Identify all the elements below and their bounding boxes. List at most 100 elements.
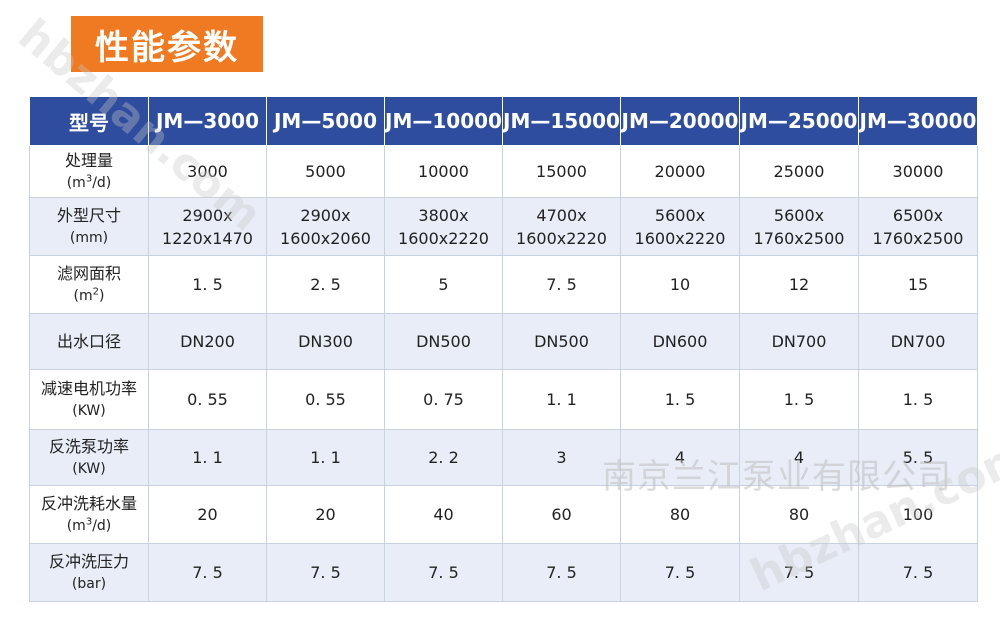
table-cell: 1. 1	[502, 369, 621, 430]
table-cell: 2. 5	[266, 255, 385, 314]
row-unit-text: (KW)	[72, 460, 106, 477]
table-cell: 1. 5	[148, 255, 267, 314]
table-cell: 1. 5	[739, 369, 859, 430]
row-label: 反冲洗压力 (bar)	[29, 543, 149, 602]
table-cell: 5600x 1600x2220	[620, 197, 740, 256]
table-cell: 15	[858, 255, 978, 314]
table-cell: 5. 5	[858, 429, 978, 486]
cell-line: 4700x	[536, 205, 587, 225]
table-cell: 10000	[384, 145, 503, 198]
header-model: JM—30000	[858, 96, 978, 146]
table-cell: 80	[739, 485, 859, 544]
table-cell: 60	[502, 485, 621, 544]
header-model: JM—15000	[502, 96, 621, 146]
table-cell: 7. 5	[266, 543, 385, 602]
row-unit-text: (bar)	[71, 575, 107, 592]
table-cell: 1. 1	[266, 429, 385, 486]
row-label: 处理量 (m3/d)	[29, 145, 149, 198]
table-cell: 7. 5	[148, 543, 267, 602]
spec-table: 型号 JM—3000 JM—5000 JM—10000 JM—15000 JM—2000…	[29, 96, 978, 602]
row-unit: (mm)	[31, 227, 148, 250]
table-cell: 2900x 1600x2060	[266, 197, 385, 256]
table-row: 外型尺寸 (mm) 2900x 1220x1470 2900x 1600x2060 3800…	[29, 197, 978, 256]
table-cell: 3	[502, 429, 621, 486]
table-cell: 1. 5	[620, 369, 740, 430]
header-model: JM—10000	[384, 96, 503, 146]
header-model: JM—25000	[739, 96, 859, 146]
table-row: 处理量 (m3/d) 3000 5000 10000 15000 20000 25000 300…	[29, 145, 978, 198]
row-label: 滤网面积 (m2)	[29, 255, 149, 314]
table-cell: 7. 5	[502, 255, 621, 314]
table-cell: DN200	[148, 313, 267, 370]
row-label-text: 滤网面积	[56, 263, 121, 283]
table-cell: 0. 55	[148, 369, 267, 430]
table-row: 反洗泵功率 (KW) 1. 1 1. 1 2. 2 3 4 4 5. 5	[29, 429, 978, 486]
table-cell: 4	[620, 429, 740, 486]
table-cell: 0. 75	[384, 369, 503, 430]
table-cell: 30000	[858, 145, 978, 198]
table-cell: 2900x 1220x1470	[148, 197, 267, 256]
row-label: 反冲洗耗水量 (m3/d)	[29, 485, 149, 544]
table-cell: 1. 5	[858, 369, 978, 430]
table-cell: 0. 55	[266, 369, 385, 430]
row-unit: (bar)	[31, 573, 148, 596]
table-cell: 4	[739, 429, 859, 486]
table-cell: 7. 5	[858, 543, 978, 602]
table-header-row: 型号 JM—3000 JM—5000 JM—10000 JM—15000 JM—2000…	[29, 96, 978, 146]
row-label-text: 反冲洗压力	[48, 551, 129, 571]
table-cell: 5	[384, 255, 503, 314]
table-cell: 4700x 1600x2220	[502, 197, 621, 256]
table-cell: 20	[266, 485, 385, 544]
cell-line: 1600x2220	[634, 228, 726, 248]
row-label-text: 反洗泵功率	[48, 436, 129, 456]
table-cell: 7. 5	[384, 543, 503, 602]
row-unit-text: )	[99, 287, 105, 304]
row-unit-text: /d)	[92, 174, 112, 191]
table-row: 出水口径 DN200 DN300 DN500 DN500 DN600 DN700 DN700	[29, 313, 978, 370]
table-cell: DN500	[384, 313, 503, 370]
table-row: 滤网面积 (m2) 1. 5 2. 5 5 7. 5 10 12 15	[29, 255, 978, 314]
table-cell: 7. 5	[739, 543, 859, 602]
table-row: 反冲洗压力 (bar) 7. 5 7. 5 7. 5 7. 5 7. 5 7. 5 7. 5	[29, 543, 978, 602]
row-unit-exponent: 3	[85, 172, 93, 184]
table-cell: 3000	[148, 145, 267, 198]
row-label-text: 外型尺寸	[56, 205, 121, 225]
cell-line: 1760x2500	[872, 228, 964, 248]
table-cell: 80	[620, 485, 740, 544]
table-cell: DN600	[620, 313, 740, 370]
table-cell: DN300	[266, 313, 385, 370]
row-unit-text: (mm)	[69, 229, 109, 246]
table-cell: 10	[620, 255, 740, 314]
row-label: 外型尺寸 (mm)	[29, 197, 149, 256]
cell-line: 1760x2500	[753, 228, 845, 248]
cell-line: 3800x	[418, 205, 469, 225]
table-body: 处理量 (m3/d) 3000 5000 10000 15000 20000 25000 300…	[29, 145, 978, 602]
row-label-text: 减速电机功率	[40, 378, 137, 398]
row-label: 出水口径	[29, 313, 149, 370]
table-cell: 7. 5	[620, 543, 740, 602]
row-unit: (KW)	[31, 400, 148, 423]
table-cell: DN500	[502, 313, 621, 370]
cell-line: 2900x	[182, 205, 233, 225]
row-unit: (m3/d)	[31, 515, 148, 538]
row-label: 减速电机功率 (KW)	[29, 369, 149, 430]
table-cell: DN700	[858, 313, 978, 370]
row-unit-text: (KW)	[72, 402, 106, 419]
table-cell: 100	[858, 485, 978, 544]
table-cell: DN700	[739, 313, 859, 370]
row-unit: (KW)	[31, 458, 148, 481]
row-unit-exponent: 3	[85, 515, 93, 527]
table-row: 减速电机功率 (KW) 0. 55 0. 55 0. 75 1. 1 1. 5 1. 5 1. …	[29, 369, 978, 430]
table-cell: 40	[384, 485, 503, 544]
cell-line: 5600x	[773, 205, 825, 225]
table-cell: 15000	[502, 145, 621, 198]
table-cell: 5600x 1760x2500	[739, 197, 859, 256]
row-unit-text: (m	[66, 517, 86, 534]
row-unit: (m3/d)	[31, 172, 148, 195]
table-row: 反冲洗耗水量 (m3/d) 20 20 40 60 80 80 100	[29, 485, 978, 544]
row-unit-text: (m	[66, 174, 86, 191]
table-cell: 5000	[266, 145, 385, 198]
table-cell: 20000	[620, 145, 740, 198]
row-label-text: 出水口径	[56, 332, 121, 351]
header-model-label: 型号	[29, 96, 149, 146]
